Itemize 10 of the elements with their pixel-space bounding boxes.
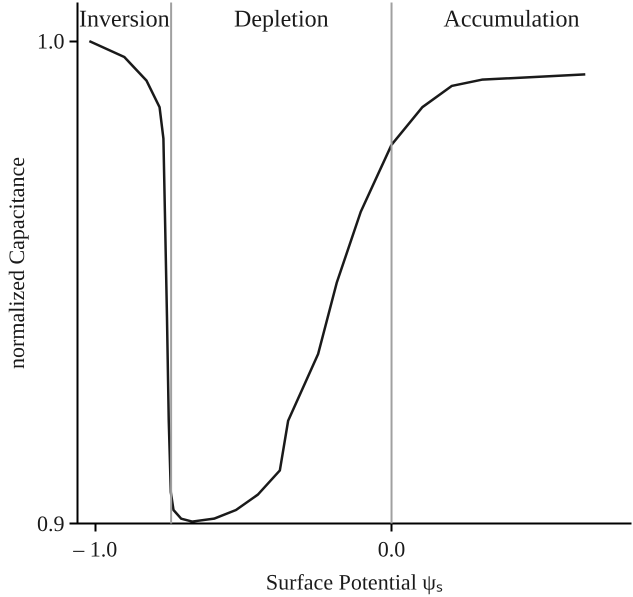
x-tick-label: 0.0 xyxy=(378,536,406,562)
annotation: Inversion xyxy=(78,6,170,32)
x-axis-title: Surface Potential ψₛ xyxy=(266,570,444,594)
annotation: Accumulation xyxy=(444,6,580,32)
annotation: Depletion xyxy=(234,6,329,32)
y-tick-label: 0.9 xyxy=(37,511,64,536)
x-tick-label: – 1.0 xyxy=(72,536,118,562)
line-series xyxy=(88,40,587,523)
y-axis-title: normalized Capacitance xyxy=(4,157,29,369)
y-tick-label: 1.0 xyxy=(37,28,64,54)
